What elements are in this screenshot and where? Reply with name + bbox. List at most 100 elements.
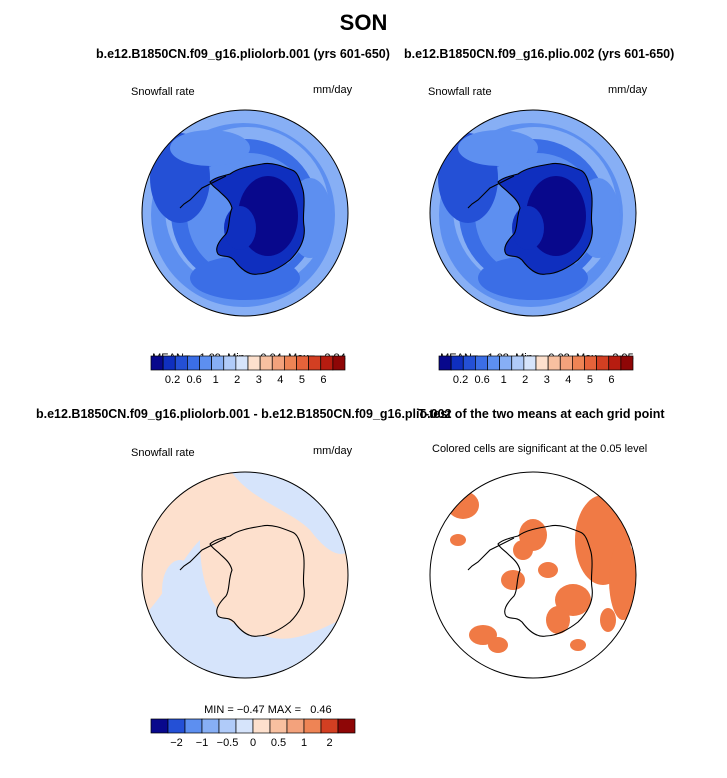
colorbar-box-7 [252,718,271,734]
contour-band-west-antarctica [512,206,544,250]
colorbar-tick-label: 4 [565,374,571,386]
colorbar-box-13 [584,355,597,371]
significant-cells-10 [546,606,570,634]
panel-title-top-left: b.e12.B1850CN.f09_g16.pliolorb.001 (yrs … [96,47,390,61]
colorbar-box-10 [259,355,273,371]
colorbar-box-10 [303,718,322,734]
map-boundary [141,109,349,317]
colorbar-box-14 [596,355,610,371]
map-bottom-right [429,471,637,679]
colorbar-tick-label: 5 [587,374,593,386]
map-bl-field [142,472,348,678]
stats-bottom-left: MIN = −0.47 MAX = 0.46 [198,692,332,716]
map-boundary [429,471,637,679]
colorbar-box-1 [438,355,452,371]
colorbar-box-8 [235,355,249,371]
max-value: 0.46 [310,704,332,716]
colorbar-box-2 [162,355,176,371]
colorbar-box-8 [269,718,288,734]
colorbar-tick-label: 6 [320,374,326,386]
colorbar-tick-label: 3 [544,374,550,386]
peninsula-coastline [467,537,515,571]
min-label: MIN = [204,704,234,716]
colorbar-box-4 [201,718,220,734]
colorbar-top-left: 0.2 0.6 1 2 3 4 5 6 [150,355,346,386]
colorbar-box-8 [523,355,537,371]
map-tl-field [142,110,348,316]
colorbar-box-11 [320,718,339,734]
colorbar-box-1 [150,718,169,734]
colorbar-box-15 [608,355,622,371]
colorbar-box-12 [337,718,356,734]
colorbar-tick-label: 2 [522,374,528,386]
colorbar-tick-label: 1 [301,737,307,749]
contour-band-west-antarctica [224,206,256,250]
field-label-bottom-left: Snowfall rate [131,447,195,459]
peninsula-coastline [467,175,515,209]
contour-band-north [458,130,538,166]
map-tr-field [430,110,636,316]
colorbar-box-2 [450,355,464,371]
peninsula-coastline [179,537,227,571]
colorbar-box-13 [296,355,309,371]
significant-cells-3 [447,491,479,519]
colorbar-box-6 [499,355,513,371]
colorbar-tick-label: 3 [256,374,262,386]
coastline [497,524,593,637]
colorbar-tick-label: −1 [196,737,209,749]
colorbar-box-6 [211,355,225,371]
colorbar-box-3 [184,718,203,734]
colorbar-box-12 [572,355,585,371]
max-label: MAX = [267,704,302,716]
colorbar-box-9 [286,718,305,734]
units-label-bottom-left: mm/day [313,445,353,457]
significant-cells-14 [600,608,616,632]
colorbar-box-3 [174,355,188,371]
colorbar-box-4 [475,355,488,371]
units-label-top-left: mm/day [313,84,353,96]
colorbar-box-2 [167,718,186,734]
colorbar-bottom-left: −2 −1 −0.5 0 0.5 1 2 [150,718,356,749]
colorbar-tick-label: −0.5 [217,737,239,749]
coastline [209,524,305,637]
colorbar-tick-label: 0.2 [453,374,468,386]
panel-title-bottom-right: T-test of the two means at each grid poi… [418,407,665,421]
significance-note: Colored cells are significant at the 0.0… [432,443,648,455]
colorbar-box-7 [511,355,525,371]
map-top-right [429,109,637,317]
colorbar-box-7 [223,355,237,371]
panel-title-top-right: b.e12.B1850CN.f09_g16.plio.002 (yrs 601-… [404,47,675,61]
colorbar-tick-label: 0.6 [474,374,489,386]
colorbar-box-5 [199,355,212,371]
colorbar-box-6 [235,718,254,734]
colorbar-tick-label: 0.6 [186,374,201,386]
colorbar-box-5 [218,718,237,734]
significant-cells-8 [538,562,558,578]
colorbar-tick-label: 6 [608,374,614,386]
colorbar-tick-label: 0.5 [271,737,286,749]
coastline [209,162,305,275]
map-top-left [141,109,349,317]
significant-cells-4 [450,534,466,546]
colorbar-tick-label: 0 [250,737,256,749]
colorbar-box-12 [284,355,297,371]
diff-band-continent [210,525,305,637]
colorbar-box-11 [559,355,573,371]
significant-cells-7 [501,570,525,590]
colorbar-box-1 [150,355,164,371]
colorbar-box-9 [535,355,549,371]
colorbar-tick-label: 2 [326,737,332,749]
map-bottom-left [141,471,349,679]
contour-band-north [170,130,250,166]
colorbar-box-9 [247,355,261,371]
coastline [497,162,593,275]
colorbar-box-3 [462,355,476,371]
map-br-field [430,472,636,678]
colorbar-tick-label: −2 [170,737,183,749]
colorbar-box-10 [547,355,561,371]
field-label-top-left: Snowfall rate [131,86,195,98]
colorbar-box-11 [271,355,285,371]
diff-band-negative-west [162,560,198,620]
significant-cells-6 [513,540,533,560]
colorbar-box-14 [308,355,322,371]
